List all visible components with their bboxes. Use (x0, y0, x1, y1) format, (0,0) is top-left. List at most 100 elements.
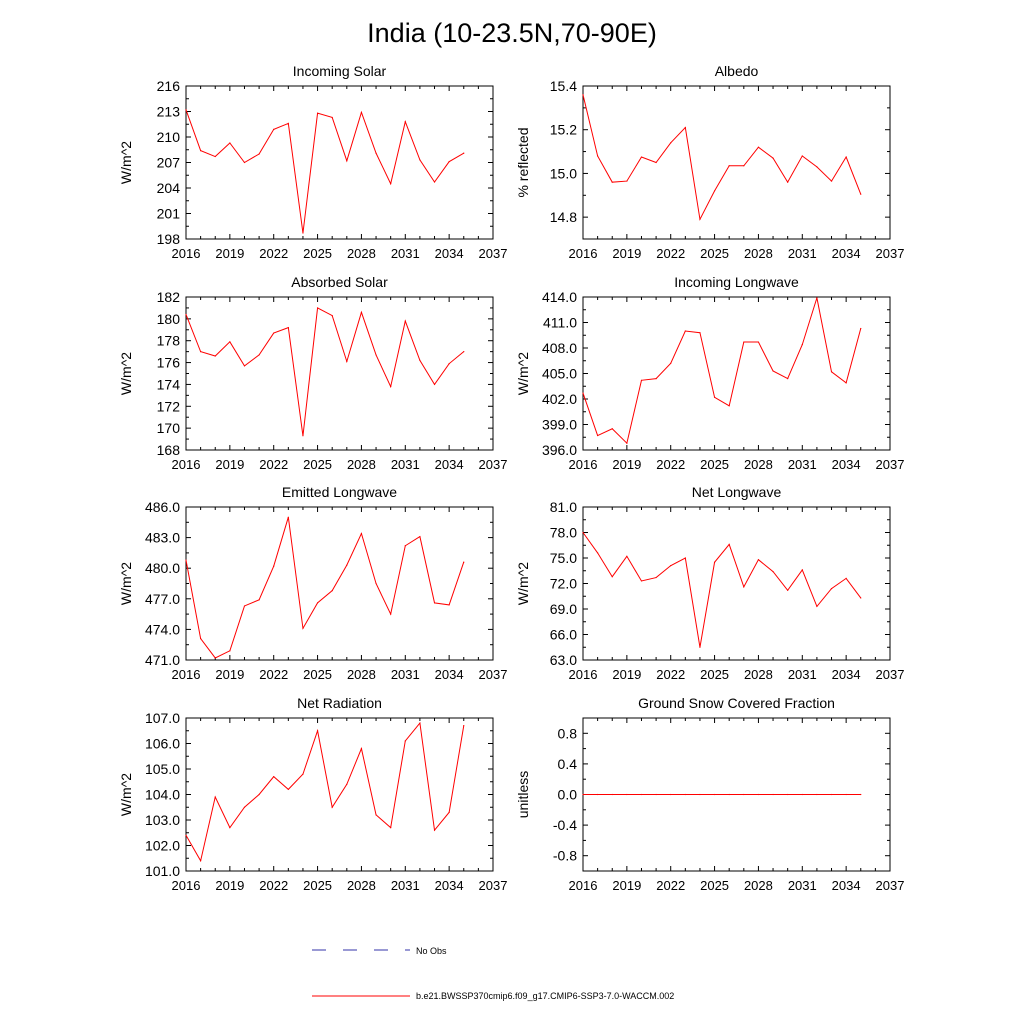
data-point (360, 748, 363, 750)
data-point (448, 604, 450, 606)
data-point (597, 434, 599, 437)
data-point (258, 793, 260, 796)
data-point (346, 160, 348, 162)
chart-panel: 2016 2019 2022 2025 2028 2031 2034 2037 471.0 474… (118, 484, 507, 682)
legend-model-label: b.e21.BWSSP370cmip6.f09_g17.CMIP6-SSP3-7… (416, 991, 674, 1001)
y-tick-label: 0.8 (558, 725, 578, 741)
data-point (463, 351, 465, 353)
y-tick-label: 105.0 (145, 761, 180, 777)
chart-panel: 2016 2019 2022 2025 2028 2031 2034 2037 198 201 20… (118, 63, 507, 261)
x-tick-label: 2037 (479, 457, 508, 472)
series-line (185, 109, 465, 234)
y-tick-label: 101.0 (145, 863, 180, 879)
x-tick-label: 2031 (391, 878, 420, 893)
data-point (302, 435, 304, 437)
y-axis-label: W/m^2 (118, 773, 134, 816)
x-tick-label: 2025 (303, 878, 332, 893)
data-point (360, 111, 363, 113)
data-point (772, 370, 774, 372)
y-tick-label: 78.0 (550, 525, 577, 541)
x-tick-label: 2022 (656, 878, 685, 893)
data-point (200, 150, 202, 152)
data-point (287, 122, 289, 124)
data-point (787, 793, 789, 796)
y-axis-label: % reflected (515, 127, 531, 197)
data-point (419, 722, 421, 724)
data-point (273, 565, 275, 567)
y-tick-label: 103.0 (145, 812, 180, 828)
data-point (185, 313, 187, 316)
y-tick-label: 107.0 (145, 710, 180, 726)
y-tick-label: 170 (157, 420, 181, 436)
y-tick-label: 204 (157, 180, 181, 196)
legend-obs-label: No Obs (416, 946, 447, 956)
data-point (200, 637, 202, 640)
data-point (699, 218, 701, 220)
chart-title: Incoming Longwave (674, 274, 799, 290)
data-point (229, 341, 231, 343)
data-point (845, 156, 847, 158)
y-tick-label: 414.0 (542, 289, 577, 305)
chart-title: Net Longwave (692, 484, 782, 500)
data-point (830, 793, 833, 796)
data-point (316, 730, 319, 732)
data-point (845, 793, 847, 796)
series-line (185, 517, 465, 659)
x-tick-label: 2034 (435, 878, 464, 893)
data-point (375, 814, 377, 816)
data-point (229, 142, 231, 144)
x-tick-label: 2037 (876, 246, 905, 261)
data-point (801, 344, 803, 346)
data-point (287, 788, 289, 791)
x-tick-label: 2025 (700, 457, 729, 472)
x-tick-label: 2031 (391, 457, 420, 472)
data-point (463, 725, 465, 727)
chart-panel: 2016 2019 2022 2025 2028 2031 2034 2037 14.8 15.0… (515, 63, 904, 261)
y-tick-label: 207 (157, 155, 181, 171)
data-point (582, 793, 584, 796)
x-tick-label: 2016 (569, 878, 598, 893)
data-point (772, 157, 774, 159)
data-point (200, 351, 202, 353)
data-point (787, 181, 789, 183)
y-tick-label: 15.0 (550, 165, 577, 181)
data-point (713, 396, 716, 398)
x-tick-label: 2016 (569, 667, 598, 682)
data-point (404, 320, 406, 322)
x-tick-label: 2016 (172, 667, 201, 682)
data-point (214, 355, 216, 357)
data-point (463, 561, 465, 563)
data-point (200, 860, 202, 862)
data-point (375, 354, 377, 356)
y-tick-label: 182 (157, 289, 181, 305)
y-tick-label: 69.0 (550, 601, 577, 617)
data-point (626, 555, 628, 557)
x-tick-label: 2034 (832, 667, 861, 682)
x-tick-label: 2016 (172, 246, 201, 261)
data-point (346, 564, 348, 566)
plot-frame (185, 296, 494, 451)
y-tick-label: 483.0 (145, 530, 180, 546)
chart-title: Net Radiation (297, 695, 382, 711)
data-point (670, 793, 672, 796)
plot-frame (582, 85, 891, 240)
data-point (743, 586, 745, 588)
data-point (331, 116, 333, 119)
data-point (713, 190, 716, 192)
y-axis-label: W/m^2 (515, 562, 531, 605)
y-tick-label: 0.4 (558, 756, 578, 772)
x-tick-label: 2031 (788, 667, 817, 682)
data-point (258, 354, 260, 356)
x-tick-label: 2016 (569, 246, 598, 261)
data-point (816, 605, 818, 608)
data-point (670, 565, 672, 567)
y-tick-label: 72.0 (550, 576, 577, 592)
x-tick-label: 2028 (744, 457, 773, 472)
y-tick-label: 0.0 (558, 787, 578, 803)
data-point (316, 307, 319, 309)
data-point (860, 193, 862, 195)
y-axis-label: unitless (515, 771, 531, 818)
data-point (801, 793, 803, 796)
data-point (611, 793, 613, 796)
